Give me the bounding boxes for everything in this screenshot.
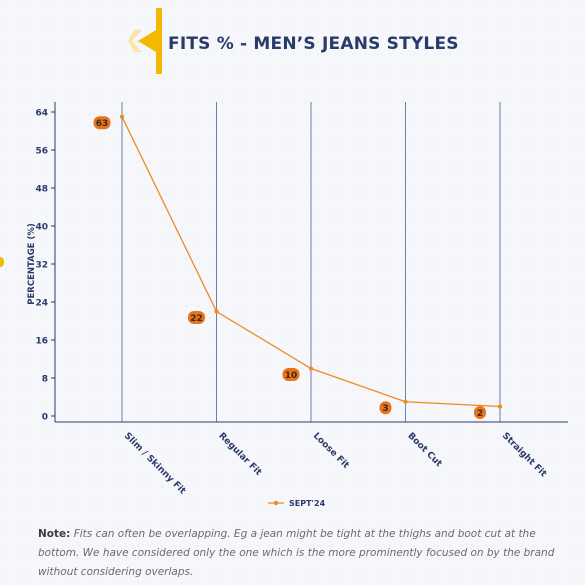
- data-label: 63: [93, 116, 111, 130]
- chevron-logo-icon: [128, 8, 162, 74]
- note-text: Fits can often be overlapping. Eg a jean…: [38, 528, 555, 578]
- y-tick-label: 24: [35, 299, 48, 309]
- legend: SEPT'24: [268, 499, 326, 508]
- data-label-bg: [188, 311, 205, 324]
- x-tick-label: Regular Fit: [216, 431, 263, 478]
- data-label-text: 63: [96, 119, 109, 129]
- footnote: Note: Fits can often be overlapping. Eg …: [38, 525, 568, 582]
- data-label: 3: [379, 401, 392, 415]
- data-point: [119, 114, 125, 119]
- data-label-bg: [282, 368, 300, 381]
- series-sept24: 63 22 10 3 2: [93, 114, 503, 419]
- note-label: Note:: [38, 528, 71, 540]
- y-tick-label: 40: [35, 223, 48, 233]
- data-label-text: 3: [382, 404, 388, 414]
- data-point: [497, 404, 503, 409]
- data-label-text: 22: [190, 314, 203, 324]
- y-tick-label: 64: [35, 109, 48, 119]
- y-tick-label: 8: [42, 375, 48, 385]
- y-tick-label: 48: [35, 185, 48, 195]
- y-tick-label: 16: [35, 337, 48, 347]
- side-marker: [0, 257, 4, 267]
- y-tick-label: 32: [35, 261, 48, 271]
- data-label: 22: [188, 311, 205, 324]
- y-tick-label: 56: [35, 147, 48, 157]
- x-tick-label: Boot Cut: [405, 431, 444, 470]
- data-point: [214, 309, 219, 314]
- data-label-text: 10: [285, 371, 298, 381]
- legend-label: SEPT'24: [289, 499, 326, 508]
- gridlines: [121, 102, 501, 422]
- data-label: 10: [282, 368, 300, 381]
- data-point: [308, 366, 314, 371]
- x-tick-label: Straight Fit: [500, 431, 549, 480]
- data-label-text: 2: [477, 409, 483, 419]
- x-tick-label: Loose Fit: [311, 431, 351, 471]
- title-block: FITS % - MEN’S JEANS STYLES: [128, 8, 548, 74]
- chart-title: FITS % - MEN’S JEANS STYLES: [168, 34, 459, 54]
- data-label: 2: [474, 406, 486, 419]
- y-axis-label: PERCENTAGE (%): [27, 223, 37, 305]
- data-point: [403, 399, 408, 404]
- x-tick-label: Slim / Skinny Fit: [122, 431, 188, 497]
- data-label-bg: [93, 116, 111, 130]
- y-tick-label: 0: [42, 413, 48, 423]
- data-label-bg: [474, 406, 486, 419]
- legend-marker: [273, 500, 279, 506]
- data-label-bg: [379, 401, 392, 415]
